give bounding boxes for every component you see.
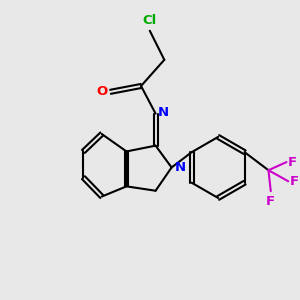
Text: Cl: Cl: [142, 14, 157, 27]
Text: O: O: [96, 85, 108, 98]
Text: N: N: [175, 161, 186, 174]
Text: F: F: [266, 195, 275, 208]
Text: N: N: [158, 106, 169, 119]
Text: F: F: [288, 156, 297, 169]
Text: F: F: [290, 175, 299, 188]
